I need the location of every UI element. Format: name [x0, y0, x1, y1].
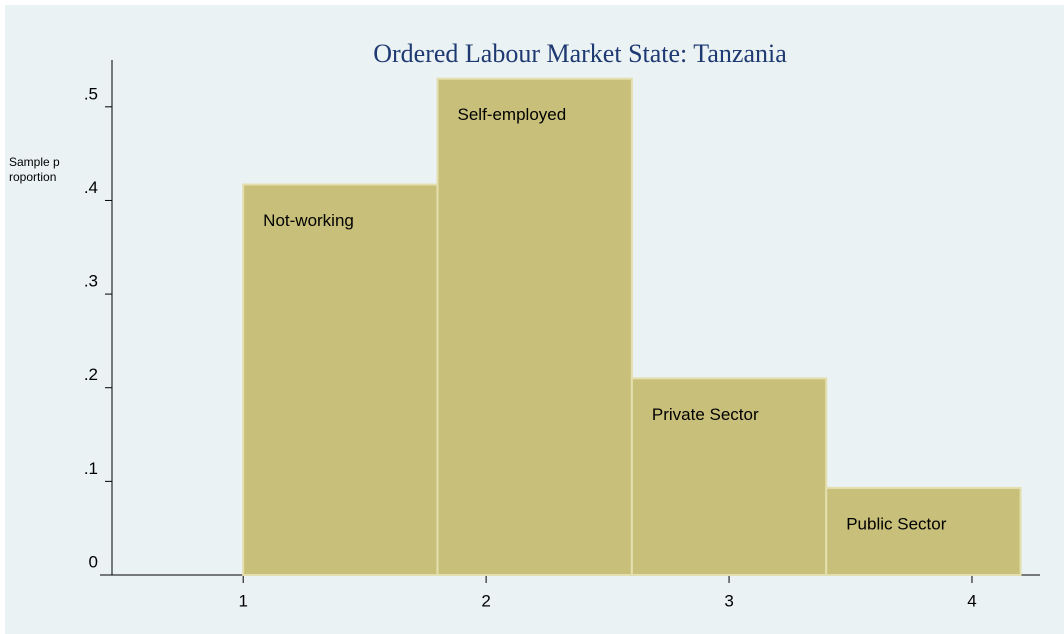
chart-title: Ordered Labour Market State: Tanzania: [373, 39, 787, 68]
bar: [825, 486, 1022, 576]
y-tick-label: .3: [84, 272, 98, 291]
y-tick-label: .2: [84, 365, 98, 384]
y-axis-label: Sample proportion: [9, 155, 60, 184]
bar-label: Self-employed: [458, 105, 567, 124]
y-tick-label: .5: [84, 84, 98, 103]
x-tick-label: 4: [967, 591, 976, 610]
y-tick-label: .1: [84, 459, 98, 478]
bar: [436, 77, 633, 577]
y-tick-label: .4: [84, 178, 98, 197]
bar-label: Public Sector: [846, 514, 946, 533]
x-tick-label: 1: [238, 591, 247, 610]
bar-label: Private Sector: [652, 405, 759, 424]
x-tick-label: 3: [724, 591, 733, 610]
bar: [242, 183, 439, 576]
bar: [630, 377, 828, 577]
bar-label: Not-working: [263, 211, 354, 230]
x-tick-label: 2: [481, 591, 490, 610]
y-tick-label: 0: [89, 552, 98, 571]
